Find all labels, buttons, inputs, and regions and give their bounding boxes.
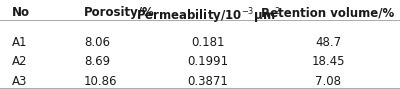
Text: 0.181: 0.181: [191, 36, 225, 49]
Text: 48.7: 48.7: [315, 36, 341, 49]
Text: A1: A1: [12, 36, 28, 49]
Text: Permeability/10$^{-3}$μm$^2$: Permeability/10$^{-3}$μm$^2$: [136, 6, 280, 26]
Text: 0.1991: 0.1991: [188, 55, 228, 68]
Text: 8.69: 8.69: [84, 55, 110, 68]
Text: No: No: [12, 6, 30, 19]
Text: 10.86: 10.86: [84, 75, 118, 88]
Text: Retention volume/%: Retention volume/%: [261, 6, 395, 19]
Text: 7.08: 7.08: [315, 75, 341, 88]
Text: A2: A2: [12, 55, 28, 68]
Text: A3: A3: [12, 75, 27, 88]
Text: Porosity/%: Porosity/%: [84, 6, 155, 19]
Text: 8.06: 8.06: [84, 36, 110, 49]
Text: 0.3871: 0.3871: [188, 75, 228, 88]
Text: 18.45: 18.45: [311, 55, 345, 68]
